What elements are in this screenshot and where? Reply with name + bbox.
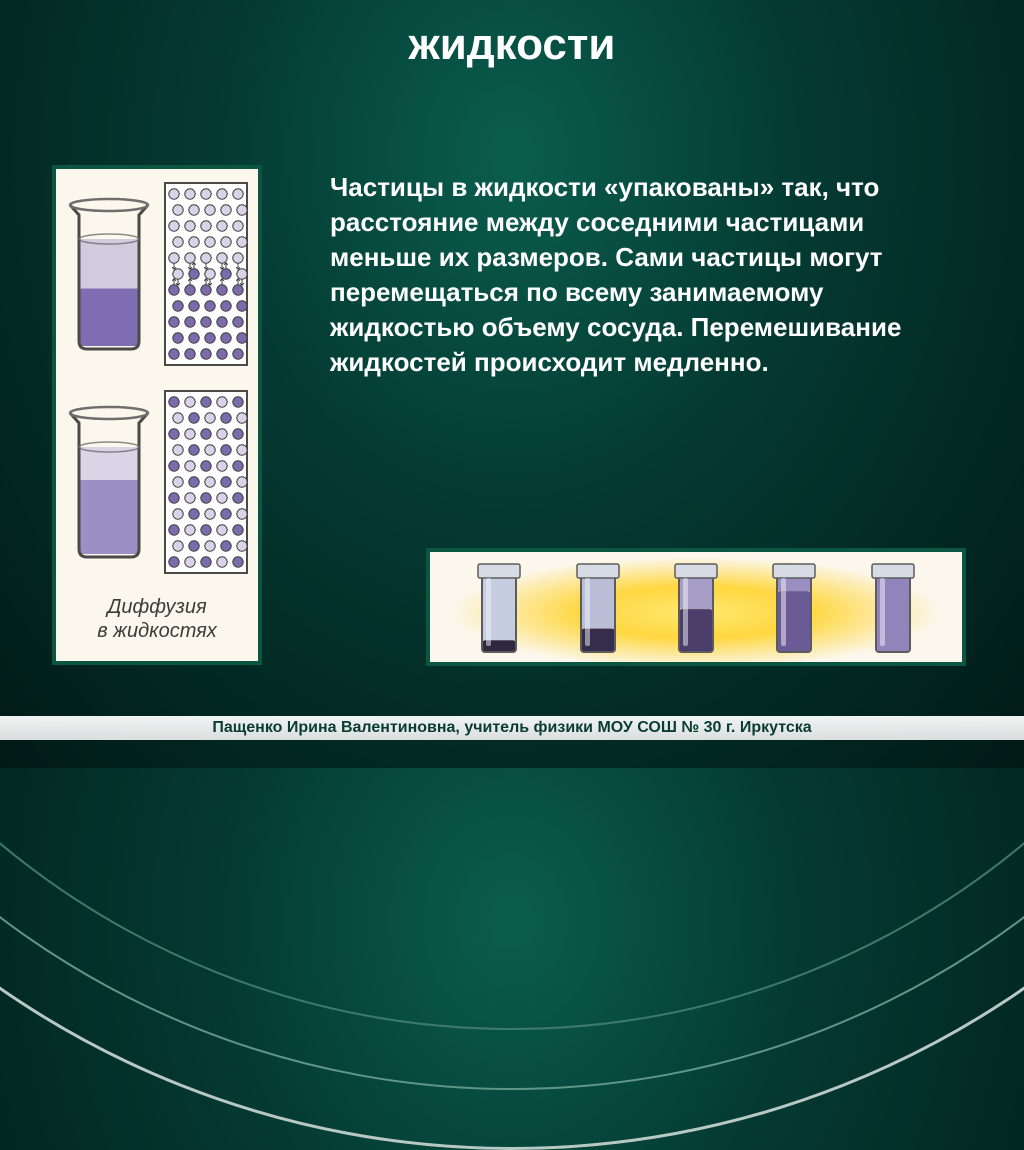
caption-line-2: в жидкостях (97, 620, 217, 642)
tube-1 (470, 560, 528, 656)
figure-caption: Диффузия в жидкостях (64, 595, 250, 643)
tube-5 (864, 560, 922, 656)
caption-line-1: Диффузия (107, 596, 206, 618)
page-title: жидкости (0, 20, 1024, 70)
beaker-after (64, 387, 153, 577)
diffusion-figure: Диффузия в жидкостях (52, 165, 262, 665)
beaker-row-before (64, 179, 250, 369)
tube-2 (569, 560, 627, 656)
particles-before (161, 179, 250, 369)
tube-4 (765, 560, 823, 656)
beaker-row-after (64, 387, 250, 577)
footer-credit: Пащенко Ирина Валентиновна, учитель физи… (0, 716, 1024, 740)
beaker-before (64, 179, 153, 369)
tubes-panel (426, 548, 966, 666)
body-paragraph: Частицы в жидкости «упакованы» так, что … (330, 170, 970, 381)
particles-after (161, 387, 250, 577)
tube-3 (667, 560, 725, 656)
